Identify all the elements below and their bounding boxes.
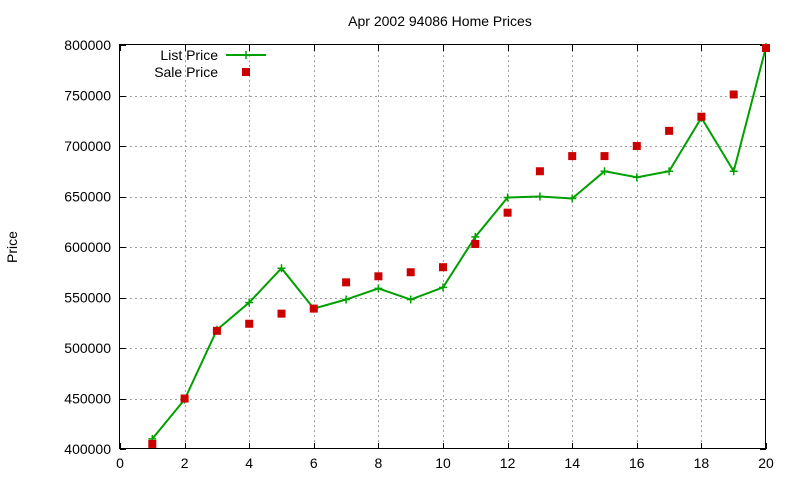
sale-price-point: [180, 394, 189, 403]
y-tick-label: 700000: [64, 138, 111, 154]
list-price-point: [568, 194, 577, 203]
y-tick-label: 750000: [64, 88, 111, 104]
sale-price-point: [439, 263, 447, 272]
legend-square-marker: [242, 68, 250, 76]
list-price-point: [632, 173, 641, 182]
sale-price-point: [212, 326, 221, 335]
list-price-point: [535, 192, 544, 201]
sale-price-point: [535, 167, 544, 176]
sale-price-point: [309, 304, 318, 313]
y-tick-label: 400000: [64, 441, 111, 457]
list-price-point: [503, 193, 512, 202]
legend-label: Sale Price: [154, 64, 218, 80]
list-price-line: [151, 46, 767, 440]
x-tick-label: 2: [181, 455, 189, 471]
list-price-point: [342, 295, 351, 304]
y-axis-label: Price: [4, 231, 20, 263]
sale-price-point: [697, 112, 706, 121]
sale-price-point: [600, 152, 609, 161]
list-price-point: [245, 298, 254, 307]
sale-price-point: [406, 268, 415, 277]
sale-price-point: [503, 208, 512, 217]
y-tick-labels: 400000 450000 500000 550000 600000 650000 7000…: [64, 37, 111, 457]
sale-price-point: [568, 152, 577, 161]
series-sale-price: [148, 44, 770, 448]
sale-price-point: [374, 272, 383, 281]
x-tick-label: 16: [629, 455, 645, 471]
list-price-point: [406, 295, 415, 304]
x-tick-labels: 0 2 4 6 8 10 12 14 16 18 20: [116, 455, 774, 471]
x-tick-label: 12: [500, 455, 516, 471]
list-price-point: [277, 264, 286, 273]
x-tick-label: 10: [435, 455, 451, 471]
x-tick-label: 14: [564, 455, 580, 471]
list-price-point: [374, 284, 383, 293]
legend-label: List Price: [160, 47, 218, 63]
plot-border: [119, 44, 766, 449]
y-tick-label: 500000: [64, 340, 111, 356]
tick-marks: [120, 45, 767, 450]
x-tick-label: 0: [116, 455, 124, 471]
sale-price-point: [632, 142, 641, 150]
series-list-price: [148, 43, 770, 443]
sale-price-point: [471, 239, 480, 248]
list-price-point: [600, 167, 609, 176]
list-price-point: [471, 232, 480, 241]
x-tick-label: 4: [245, 455, 253, 471]
list-price-point: [729, 167, 738, 176]
series-layer: [148, 43, 770, 448]
grid-lines: [120, 45, 766, 449]
x-tick-label: 20: [758, 455, 774, 471]
sale-price-point: [277, 309, 286, 318]
list-price-point: [439, 283, 447, 292]
sale-price-point: [762, 44, 770, 53]
chart-title: Apr 2002 94086 Home Prices: [348, 13, 532, 29]
x-tick-label: 6: [310, 455, 318, 471]
y-tick-label: 550000: [64, 290, 111, 306]
y-tick-label: 800000: [64, 37, 111, 53]
y-tick-label: 650000: [64, 189, 111, 205]
sale-price-point: [729, 90, 738, 99]
y-tick-label: 600000: [64, 239, 111, 255]
sale-price-point: [665, 126, 674, 135]
x-tick-label: 8: [375, 455, 383, 471]
sale-price-point: [148, 439, 157, 448]
sale-price-point: [342, 278, 351, 287]
list-price-point: [665, 167, 674, 176]
sale-price-point: [245, 319, 254, 328]
y-tick-label: 450000: [64, 391, 111, 407]
x-tick-label: 18: [694, 455, 710, 471]
legend-cross-marker: [242, 51, 250, 59]
